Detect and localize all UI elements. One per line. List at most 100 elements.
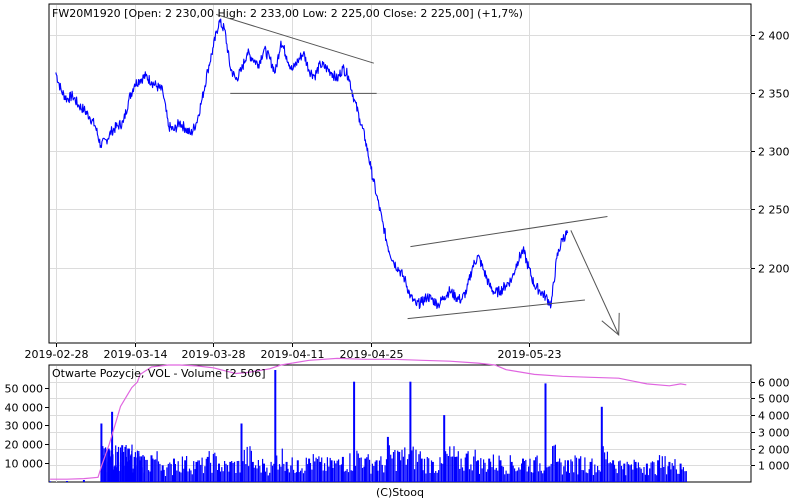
volume-bar [136,465,138,482]
price-x-tick-label: 2019-04-11 [261,348,325,361]
volume-bar [658,455,661,482]
volume-bar [570,459,572,482]
volume-bar [160,470,162,482]
volume-bar [243,450,245,482]
volume-bar [591,458,593,482]
volume-bar [364,458,367,482]
volume-bar [414,469,416,482]
volume-bar [611,463,613,482]
volume-bar [202,473,205,482]
price-series-line [55,18,569,310]
volume-bar [276,455,278,482]
volume-bar [436,472,438,482]
volume-right-tick-label: 3 000 [758,427,790,440]
volume-bar [195,461,198,482]
volume-bar [307,464,309,482]
volume-bar [235,473,237,482]
price-x-tick-label: 2019-03-14 [104,348,168,361]
price-x-tick-label: 2019-03-28 [182,348,246,361]
volume-bar [678,473,680,482]
volume-bar [370,473,372,482]
volume-bar [325,470,327,482]
volume-bar [637,462,639,482]
volume-bar [384,465,386,482]
volume-bar [508,473,510,482]
volume-bar [543,470,545,482]
volume-bar [492,454,494,482]
volume-bar [346,469,348,482]
volume-bar [435,471,437,482]
volume-bar [653,462,655,482]
volume-bar [394,450,396,482]
volume-bar [347,472,350,482]
volume-bar [557,461,559,482]
trend-arrow-shaft [570,230,620,336]
volume-bar [311,469,313,482]
volume-bar [615,468,617,482]
volume-bar [584,457,586,482]
volume-bar [206,456,209,482]
volume-bar [587,473,589,482]
volume-bar [294,473,296,482]
volume-bar [295,472,297,482]
volume-bar [566,471,568,482]
volume-bar [419,451,421,482]
volume-bar [353,381,356,482]
volume-bar [592,475,594,482]
volume-bar [236,461,238,482]
volume-bar [390,454,392,482]
volume-bar [407,459,409,482]
volume-bar [467,451,469,482]
volume-bar [257,460,259,482]
volume-bar [214,452,216,482]
volume-bar [231,461,233,482]
volume-bar [383,472,385,482]
volume-bar [371,463,373,482]
volume-bar [542,473,544,482]
volume-bar [146,459,148,482]
volume-bar [166,467,168,482]
volume-bar [212,453,214,482]
volume-bar [523,461,525,482]
volume-bar [416,461,419,482]
volume-bar [546,467,548,482]
volume-bar [232,463,234,482]
volume-bar [173,458,175,482]
volume-bar [405,464,407,482]
volume-bar [391,458,393,482]
volume-bar [131,451,133,482]
volume-bar [176,470,178,482]
volume-bar [491,467,493,482]
volume-bar [561,474,563,482]
volume-bar [239,472,241,482]
volume-bar [238,460,240,482]
volume-left-tick-label: 20 000 [5,439,44,452]
volume-bar [204,466,206,482]
volume-bar [329,457,331,482]
volume-bar [293,469,295,482]
volume-bar [501,465,503,482]
volume-bar [221,467,223,482]
volume-bar [643,467,645,482]
volume-bar [612,460,615,482]
volume-bar [266,467,268,482]
volume-bar [418,454,420,482]
volume-chart-title: Otwarte Pozycje, VOL - Volume [2 506] [52,367,266,380]
volume-bar [547,466,549,482]
volume-bar [345,470,347,482]
volume-bar [656,475,658,482]
volume-bar [201,457,203,482]
price-y-tick-label: 2 300 [758,146,790,159]
volume-bar [226,465,229,482]
volume-bar [485,471,487,482]
volume-bar [502,466,504,482]
volume-bar [217,470,219,482]
volume-bar [246,446,248,482]
volume-bar [447,456,449,482]
volume-bar [262,458,264,482]
volume-bar [580,456,582,482]
volume-bar [139,460,142,482]
volume-bar [540,470,542,482]
volume-bar [318,456,320,482]
